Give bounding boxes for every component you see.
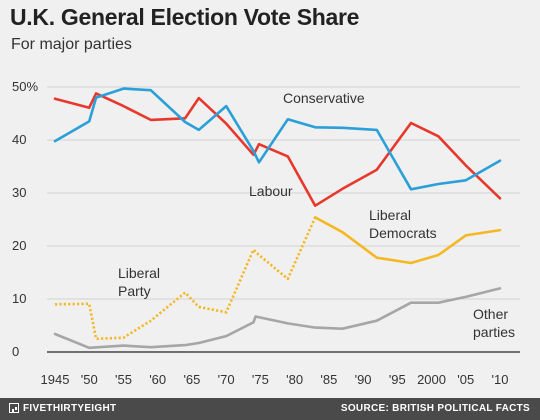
series-label: Liberal <box>118 265 160 281</box>
y-tick-label: 0 <box>12 344 19 359</box>
chart-title: U.K. General Election Vote Share <box>10 4 360 30</box>
x-tick-label: '65 <box>183 372 200 387</box>
series-label: Labour <box>249 183 293 199</box>
y-tick-label: 50% <box>12 79 38 94</box>
y-tick-label: 20 <box>12 238 26 253</box>
series-line-other-parties <box>53 287 502 350</box>
x-tick-label: '85 <box>320 372 337 387</box>
x-tick-label: '80 <box>286 372 303 387</box>
x-tick-label: '90 <box>355 372 372 387</box>
x-tick-label: '60 <box>149 372 166 387</box>
series-label: Democrats <box>369 225 437 241</box>
series-line-labour <box>53 92 502 207</box>
series-label: Conservative <box>283 90 365 106</box>
x-tick-label: '55 <box>115 372 132 387</box>
x-tick-label: 1945 <box>41 372 70 387</box>
series-lines <box>53 87 502 350</box>
y-tick-label: 10 <box>12 291 26 306</box>
source-note: SOURCE: BRITISH POLITICAL FACTS <box>340 403 530 414</box>
x-tick-label: '75 <box>252 372 269 387</box>
x-tick-label: '05 <box>457 372 474 387</box>
series-label: Party <box>118 283 151 299</box>
series-label: Liberal <box>369 207 411 223</box>
series-label: parties <box>473 324 515 340</box>
line-chart: 0 10 20 30 40 50% 1945 '50 '55 '60 '65 '70 '75 '80 '8… <box>12 79 520 387</box>
x-axis-ticks: 1945 '50 '55 '60 '65 '70 '75 '80 '85 '90 '95 2000 '0… <box>41 372 509 387</box>
gridlines <box>47 86 520 353</box>
series-line-conservative <box>53 87 502 191</box>
y-axis-ticks: 0 10 20 30 40 50% <box>12 79 38 359</box>
x-tick-label: '70 <box>218 372 235 387</box>
series-line-liberal-democrats <box>313 216 502 265</box>
y-tick-label: 30 <box>12 185 26 200</box>
x-tick-label: '50 <box>81 372 98 387</box>
brand-name: FIVETHIRTYEIGHT <box>23 403 117 414</box>
brand: FIVETHIRTYEIGHT <box>9 403 116 414</box>
series-line-liberal-party <box>54 216 317 341</box>
series-labels: Conservative Labour Liberal Party Liberal Dem… <box>118 90 515 340</box>
fivethirtyeight-logo-icon <box>9 403 19 413</box>
footer-bar: FIVETHIRTYEIGHT SOURCE: BRITISH POLITICA… <box>0 398 540 420</box>
x-tick-label: 2000 <box>417 372 446 387</box>
x-tick-label: '10 <box>492 372 509 387</box>
chart-subtitle: For major parties <box>11 36 132 53</box>
series-label: Other <box>473 306 508 322</box>
y-tick-label: 40 <box>12 132 26 147</box>
x-tick-label: '95 <box>389 372 406 387</box>
